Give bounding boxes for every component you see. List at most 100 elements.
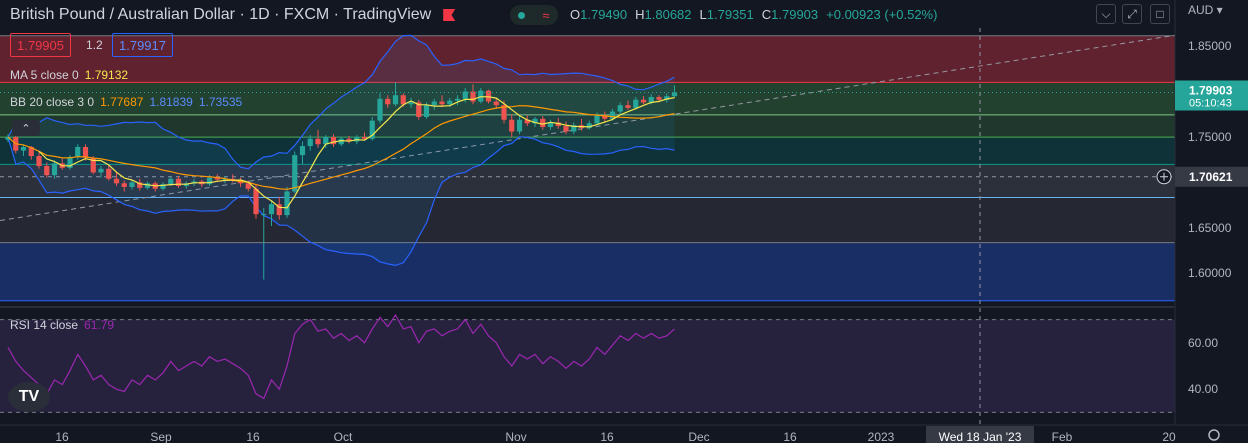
candle-body <box>44 166 50 176</box>
candle-body <box>315 138 321 145</box>
time-tick-label: 16 <box>246 430 260 443</box>
candle-body <box>330 136 337 145</box>
candle <box>338 136 344 147</box>
change-value: +0.00923 (+0.52%) <box>826 7 938 22</box>
candle <box>323 135 329 148</box>
candle-body <box>28 146 34 157</box>
bb-legend[interactable]: BB 20 close 3 0 1.77687 1.81839 1.73535 <box>10 95 242 109</box>
fib-zone <box>0 164 1175 198</box>
candle-body <box>524 119 530 124</box>
candle <box>571 122 577 135</box>
candle-body <box>75 146 81 157</box>
candle <box>330 134 337 147</box>
rsi-legend[interactable]: RSI 14 close 61.79 <box>10 318 114 332</box>
candle-body <box>493 101 499 106</box>
candle-body <box>400 95 406 105</box>
rsi-tick-label: 40.00 <box>1188 382 1218 396</box>
sell-button[interactable]: 1.79905 <box>10 33 71 57</box>
candle <box>470 84 476 105</box>
candle <box>664 93 670 103</box>
bb-basis-value: 1.77687 <box>100 95 144 109</box>
candle <box>98 166 104 178</box>
price-tick-label: 1.75000 <box>1188 130 1232 144</box>
price-tick-label: 1.65000 <box>1188 221 1232 235</box>
candle <box>416 99 422 120</box>
quantity[interactable]: 1.2 <box>86 38 103 52</box>
candle <box>439 95 445 108</box>
market-status-pill[interactable]: ≈ <box>510 5 558 25</box>
candle-body <box>485 90 492 102</box>
candle-body <box>470 91 476 102</box>
candle <box>563 121 569 135</box>
high-value: 1.80682 <box>644 7 692 22</box>
time-tick-label: Sep <box>150 430 172 443</box>
time-tick-label: 2023 <box>868 430 895 443</box>
candle <box>307 135 313 151</box>
candle <box>90 156 96 175</box>
currency-label: AUD <box>1188 3 1214 17</box>
high-label: H <box>635 7 645 22</box>
expand-icon[interactable]: ⤢ <box>1122 4 1142 24</box>
symbol-title[interactable]: British Pound / Australian Dollar · 1D ·… <box>10 6 432 23</box>
candle-body <box>532 118 538 124</box>
ma-legend[interactable]: MA 5 close 0 1.79132 <box>10 68 128 82</box>
symbol-header: British Pound / Australian Dollar · 1D ·… <box>10 4 456 26</box>
bb-upper-line <box>7 34 675 170</box>
candle-body <box>671 92 678 97</box>
candle <box>253 184 259 219</box>
close-value: 1.79903 <box>771 7 819 22</box>
fib-zone <box>0 82 1175 115</box>
candle <box>633 97 639 110</box>
candle <box>106 165 112 181</box>
candle-body <box>656 97 662 100</box>
candle-body <box>261 214 267 216</box>
crosshair-price-value: 1.70621 <box>1189 170 1233 184</box>
candle-body <box>586 123 592 128</box>
tradingview-logo[interactable]: TV <box>8 382 50 412</box>
candle-body <box>361 136 368 139</box>
candle <box>292 151 298 194</box>
candle-body <box>214 177 220 180</box>
candle-body <box>431 101 437 106</box>
candle <box>617 102 623 115</box>
candle-body <box>284 191 290 216</box>
candle <box>113 171 120 187</box>
candle-body <box>392 95 399 105</box>
chevron-down-icon[interactable]: ⌵ <box>1096 4 1116 24</box>
countdown-value: 05:10:43 <box>1189 97 1232 109</box>
candle <box>586 120 592 130</box>
time-tick-label: Feb <box>1052 430 1073 443</box>
ohlc-values: O1.79490 H1.80682 L1.79351 C1.79903 +0.0… <box>570 7 937 22</box>
candle <box>315 129 321 148</box>
candle-body <box>462 91 468 99</box>
candle-body <box>625 105 631 108</box>
candle-body <box>51 163 58 176</box>
candle <box>51 160 58 179</box>
candle-body <box>439 101 445 105</box>
flag-icon[interactable] <box>443 9 456 21</box>
settings-gear-icon <box>1208 429 1220 441</box>
open-label: O <box>570 7 581 22</box>
candle-body <box>454 98 461 101</box>
candle <box>609 108 616 121</box>
fullscreen-icon[interactable]: □ <box>1150 4 1170 24</box>
candle-body <box>648 97 654 103</box>
candle <box>222 176 228 184</box>
buy-button[interactable]: 1.79917 <box>112 33 173 57</box>
currency-selector[interactable]: AUD ▾ <box>1188 3 1223 17</box>
rsi-tick-label: 60.00 <box>1188 336 1218 350</box>
rsi-band <box>0 319 1175 413</box>
ma-label: MA 5 close 0 <box>10 68 79 82</box>
candle <box>268 200 275 226</box>
time-tick-label: Nov <box>505 430 526 443</box>
candle-body <box>633 99 639 108</box>
candle-body <box>377 98 383 121</box>
collapse-legend-button[interactable]: ⌃ <box>12 120 40 136</box>
candle <box>284 186 290 218</box>
price-tick-label: 1.60000 <box>1188 266 1232 280</box>
candle-body <box>113 178 120 184</box>
rsi-pane <box>0 313 1175 413</box>
candle <box>137 178 143 191</box>
rsi-line <box>7 313 675 400</box>
